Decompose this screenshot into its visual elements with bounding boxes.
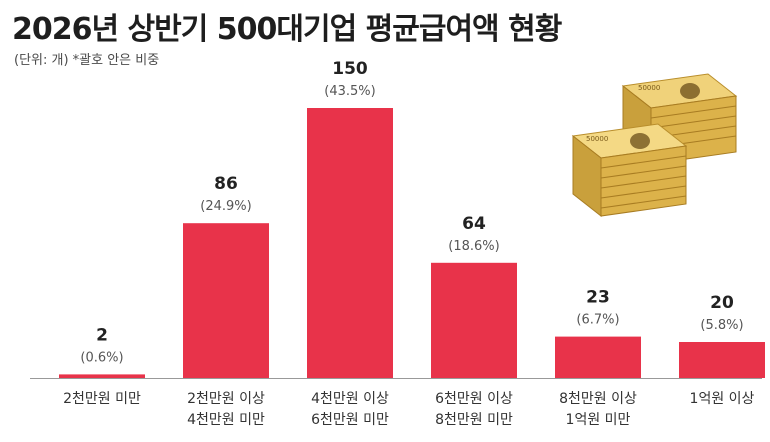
money-stack-front: 50000 — [571, 123, 688, 218]
x-tick-label: 1억원 이상 — [690, 391, 755, 407]
bar-value-label: 20 — [710, 293, 734, 313]
bar-share-label: (5.8%) — [700, 318, 743, 333]
bar-share-label: (6.7%) — [576, 313, 619, 328]
bar — [307, 108, 393, 378]
bar — [679, 342, 765, 378]
money-stack-icon: 50000 50000 — [571, 73, 738, 218]
bar-value-label: 23 — [586, 288, 610, 308]
bar-share-label: (43.5%) — [324, 84, 375, 99]
bar-share-label: (24.9%) — [200, 199, 251, 214]
page-title: 2026년 상반기 500대기업 평균급여액 현황 — [12, 12, 562, 47]
x-tick-label: 4천만원 이상 — [311, 391, 389, 407]
bar-share-label: (0.6%) — [80, 350, 123, 365]
banknote-text: 50000 — [638, 84, 660, 92]
bar-value-label: 2 — [96, 325, 108, 345]
x-tick-label: 2천만원 이상 — [187, 391, 265, 407]
bar-value-label: 64 — [462, 214, 486, 234]
bar-value-label: 86 — [214, 174, 238, 194]
x-tick-label: 6천만원 미만 — [311, 412, 389, 428]
bar-share-label: (18.6%) — [448, 239, 499, 254]
x-tick-label: 1억원 미만 — [566, 412, 631, 428]
bar — [555, 336, 641, 378]
x-tick-label: 8천만원 이상 — [559, 391, 637, 407]
banknote-text: 50000 — [586, 135, 608, 143]
x-tick-label: 6천만원 이상 — [435, 391, 513, 407]
bar — [183, 223, 269, 378]
bar — [59, 374, 145, 378]
x-tick-label: 4천만원 미만 — [187, 412, 265, 428]
bar-value-label: 150 — [332, 59, 368, 79]
x-tick-label: 2천만원 미만 — [63, 391, 141, 407]
x-tick-label: 8천만원 미만 — [435, 412, 513, 428]
bar — [431, 262, 517, 378]
chart-subtitle: (단위: 개) *괄호 안은 비중 — [14, 53, 160, 68]
